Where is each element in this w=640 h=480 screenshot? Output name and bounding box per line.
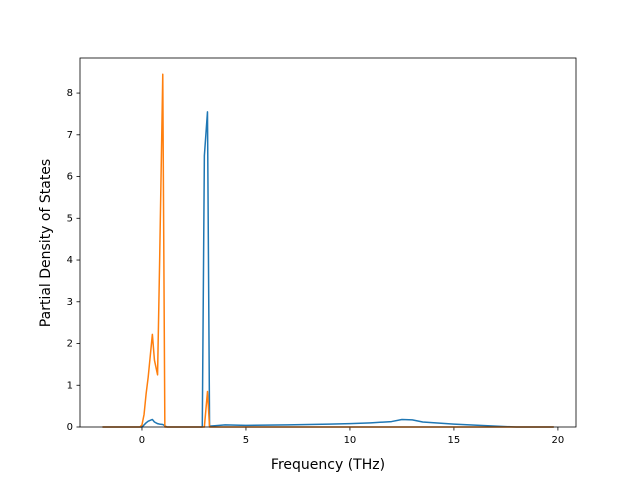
y-tick-label: 5	[67, 213, 73, 224]
plot-frame	[79, 57, 577, 428]
y-tick-label: 0	[67, 422, 73, 433]
x-tick-label: 0	[139, 435, 145, 446]
y-tick-label: 1	[67, 380, 73, 391]
y-tick-label: 4	[67, 255, 73, 266]
data-line	[102, 111, 554, 428]
x-tick-label: 15	[448, 435, 461, 446]
y-tick-label: 6	[67, 172, 73, 183]
y-tick-label: 8	[67, 88, 73, 99]
data-line	[102, 73, 554, 428]
x-tick-label: 10	[344, 435, 357, 446]
x-tick-label: 5	[243, 435, 249, 446]
x-axis-label: Frequency (THz)	[271, 457, 385, 473]
y-tick-label: 2	[67, 339, 73, 350]
x-tick-label: 20	[552, 435, 565, 446]
y-axis-label: Partial Density of States	[38, 159, 54, 327]
y-tick-label: 7	[67, 130, 73, 141]
y-tick-label: 3	[67, 297, 73, 308]
